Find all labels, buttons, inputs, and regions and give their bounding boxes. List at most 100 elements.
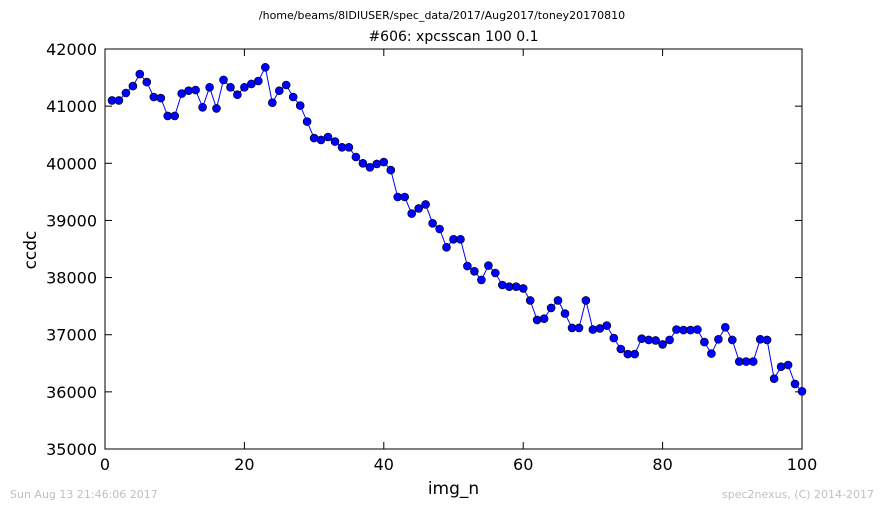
data-point (477, 275, 486, 285)
data-point (379, 157, 389, 167)
data-point (344, 143, 354, 152)
y-tick-label: 41000 (46, 97, 97, 116)
data-point (400, 192, 410, 202)
data-point (637, 334, 647, 344)
data-point (219, 75, 228, 85)
data-point (330, 137, 340, 146)
data-point (226, 83, 235, 92)
data-point (658, 340, 667, 349)
data-point (267, 98, 277, 107)
data-point (560, 309, 570, 318)
data-point (762, 335, 772, 345)
data-point (532, 315, 542, 325)
chart-title: #606: xpcsscan 100 0.1 (368, 29, 539, 45)
data-point (539, 314, 549, 324)
data-point (253, 76, 263, 86)
data-point (776, 362, 786, 372)
data-point (630, 349, 640, 359)
data-point (748, 357, 758, 366)
data-point (260, 63, 270, 72)
data-point (616, 344, 626, 354)
data-point (518, 284, 528, 293)
data-point (790, 379, 800, 389)
data-point (205, 83, 214, 92)
data-point (407, 209, 417, 218)
data-point (281, 80, 291, 90)
data-point (421, 200, 430, 209)
data-point (142, 77, 152, 87)
data-point (553, 296, 563, 305)
x-tick-label: 20 (234, 455, 254, 474)
data-point (511, 282, 521, 292)
data-point (609, 333, 619, 343)
data-point (463, 261, 472, 271)
y-tick-label: 35000 (46, 440, 97, 459)
x-tick-label: 100 (787, 455, 818, 474)
data-point (484, 261, 493, 270)
data-point (323, 132, 333, 142)
footer-credit: spec2nexus, (C) 2014-2017 (722, 488, 874, 501)
data-point (351, 152, 361, 162)
x-tick-label: 40 (374, 455, 394, 474)
data-point (309, 133, 319, 143)
x-tick-label: 0 (100, 455, 110, 474)
data-point (456, 235, 465, 244)
data-point (414, 204, 424, 213)
footer-timestamp: Sun Aug 13 21:46:06 2017 (10, 488, 158, 501)
data-point (727, 335, 737, 345)
data-point (198, 103, 207, 112)
data-point (149, 92, 159, 102)
data-point (274, 86, 284, 95)
data-point (693, 325, 702, 334)
y-tick-label: 38000 (46, 269, 97, 288)
data-point (302, 117, 312, 126)
x-tick-label: 80 (652, 455, 672, 474)
data-point (442, 243, 451, 252)
data-point (114, 96, 124, 105)
data-point (121, 88, 131, 98)
data-point (574, 323, 584, 333)
data-point (212, 104, 221, 113)
data-point (700, 337, 709, 347)
data-point (588, 325, 598, 334)
data-point (783, 360, 793, 370)
data-point (769, 374, 779, 384)
figure-suptitle: /home/beams/8IDIUSER/spec_data/2017/Aug2… (258, 9, 626, 22)
data-point (797, 386, 807, 396)
data-point (128, 81, 138, 91)
data-point (720, 322, 730, 332)
y-tick-label: 42000 (46, 40, 97, 59)
data-point (602, 321, 612, 330)
data-point (135, 69, 145, 79)
data-point (470, 266, 479, 276)
data-point (714, 334, 723, 344)
y-tick-label: 39000 (46, 211, 97, 230)
data-point (707, 349, 716, 358)
y-axis-label: ccdc (21, 230, 41, 270)
data-point (546, 303, 556, 313)
data-point (386, 165, 396, 175)
data-point (170, 111, 179, 121)
y-tick-label: 36000 (46, 383, 97, 402)
data-point (372, 159, 382, 169)
data-point (428, 219, 437, 228)
data-point (358, 159, 368, 168)
data-point (435, 224, 444, 234)
plot-frame (104, 48, 803, 450)
data-point (490, 268, 500, 278)
data-point (191, 85, 200, 95)
data-point (665, 335, 674, 345)
y-tick-label: 37000 (46, 326, 97, 345)
data-point (288, 92, 298, 102)
data-point (651, 336, 660, 345)
y-tick-label: 40000 (46, 154, 97, 173)
x-axis-label: img_n (427, 479, 480, 499)
data-point (581, 296, 591, 305)
data-point (233, 90, 242, 99)
data-point (497, 280, 507, 290)
data-point (240, 83, 249, 92)
x-tick-label: 60 (513, 455, 533, 474)
data-point (295, 101, 305, 110)
data-point (365, 163, 375, 172)
